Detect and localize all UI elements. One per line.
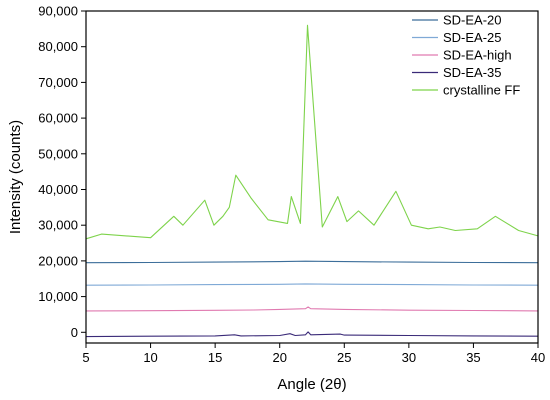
x-tick-label: 30 [402,350,416,365]
legend: SD-EA-20 SD-EA-25 SD-EA-high SD-EA-35 crysta… [412,13,520,98]
x-tick-label: 15 [208,350,222,365]
y-tick-label: 80,000 [38,39,78,54]
x-tick-label: 20 [272,350,286,365]
legend-label: SD-EA-20 [443,13,502,28]
x-tick-label: 5 [82,350,89,365]
y-tick-label: 60,000 [38,111,78,126]
series-line-1 [85,260,539,264]
y-axis: 0 10,000 20,000 30,000 40,000 50,000 60,000 70,… [38,4,86,340]
x-axis: 5 10 15 20 25 30 35 40 [82,343,545,365]
y-tick-label: 10,000 [38,289,78,304]
y-tick-label: 90,000 [38,4,78,19]
x-tick-label: 25 [337,350,351,365]
series-line-5 [85,24,539,240]
x-tick-label: 10 [143,350,157,365]
series-line-4 [85,331,539,338]
plot-lines [85,24,539,338]
y-tick-label: 70,000 [38,75,78,90]
x-tick-label: 35 [466,350,480,365]
series-line-3 [85,306,539,312]
y-axis-title: Intensity (counts) [7,120,24,234]
y-tick-label: 40,000 [38,182,78,197]
y-tick-label: 30,000 [38,218,78,233]
plot-frame [85,10,539,344]
legend-label: crystalline FF [443,83,520,98]
legend-label: SD-EA-high [443,48,512,63]
y-tick-label: 20,000 [38,253,78,268]
y-tick-label: 50,000 [38,146,78,161]
y-tick-label: 0 [71,325,78,340]
legend-label: SD-EA-35 [443,65,502,80]
legend-label: SD-EA-25 [443,30,502,45]
x-tick-label: 40 [531,350,545,365]
series-line-2 [85,283,539,286]
x-axis-title: Angle (2θ) [277,376,346,393]
